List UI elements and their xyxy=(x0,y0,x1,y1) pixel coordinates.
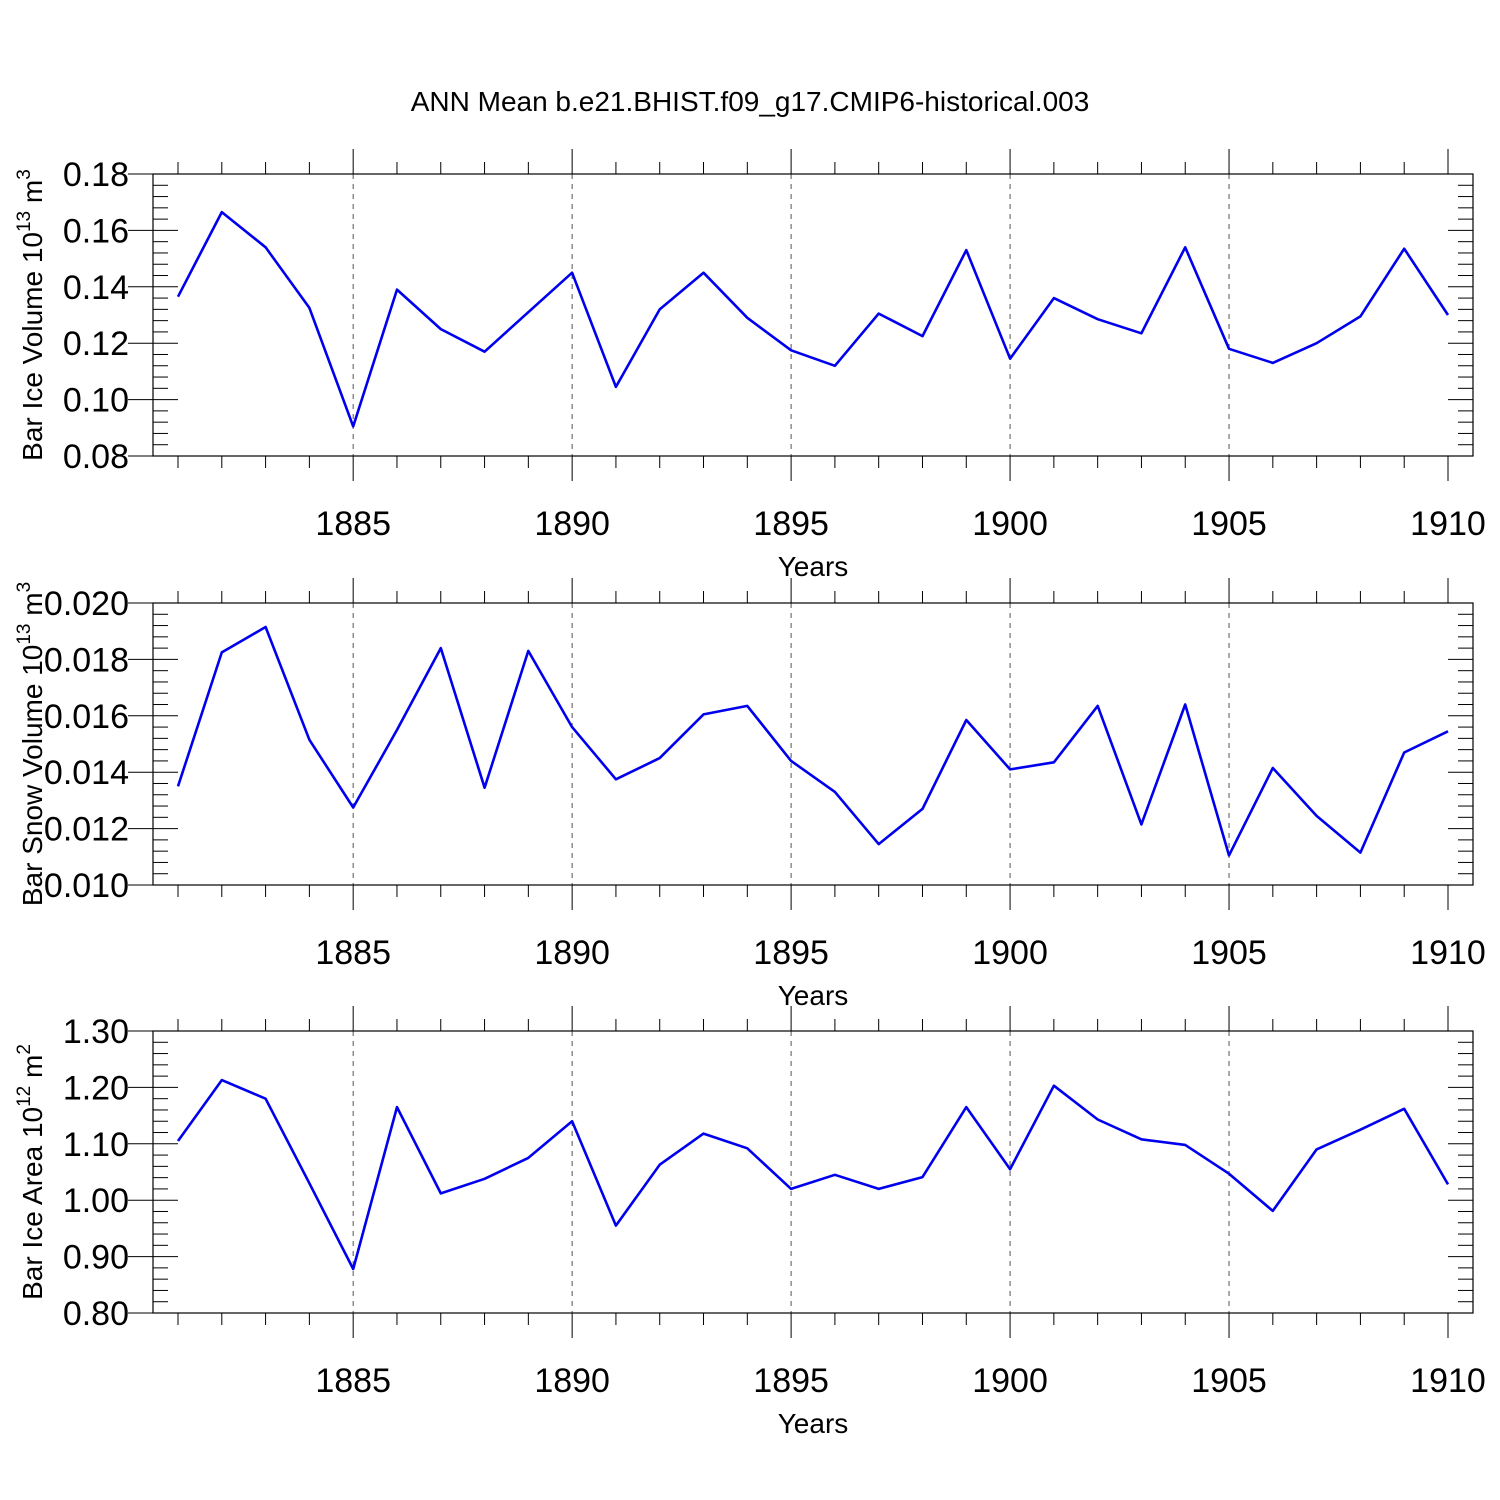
x-tick-label: 1885 xyxy=(315,934,391,972)
x-tick-label: 1895 xyxy=(753,934,829,972)
y-tick-label: 0.018 xyxy=(44,641,129,679)
plot-frame xyxy=(152,173,1474,457)
x-tick-label: 1890 xyxy=(534,934,610,972)
y-tick-label: 0.014 xyxy=(44,754,129,792)
x-tick-label: 1900 xyxy=(972,1362,1048,1400)
y-axis-label: Bar Ice Area 1012 m2 xyxy=(14,1044,48,1300)
x-tick-label: 1910 xyxy=(1410,934,1486,972)
x-tick-label: 1905 xyxy=(1191,1362,1267,1400)
y-tick-label: 0.012 xyxy=(44,811,129,849)
x-tick-label: 1890 xyxy=(534,1362,610,1400)
x-tick-label: 1900 xyxy=(972,505,1048,543)
series-line-bar-ice-volume xyxy=(176,210,1450,428)
y-tick-label: 0.016 xyxy=(44,698,129,736)
x-tick-label: 1885 xyxy=(315,1362,391,1400)
x-tick-label: 1895 xyxy=(753,505,829,543)
plot-frame xyxy=(152,602,1474,886)
y-axis-label: Bar Snow Volume 1013 m3 xyxy=(14,582,48,906)
x-tick-label: 1885 xyxy=(315,505,391,543)
x-tick-label: 1905 xyxy=(1191,505,1267,543)
x-tick-label: 1900 xyxy=(972,934,1048,972)
y-tick-label: 0.010 xyxy=(44,867,129,905)
x-axis-label: Years xyxy=(778,980,849,1011)
panels: 0.08 0.10 0.12 0.14 0.16 0.18 1885 1890 1895 1900… xyxy=(14,149,1486,1439)
y-tick-label: 1.20 xyxy=(63,1069,129,1107)
x-tick-label: 1910 xyxy=(1410,1362,1486,1400)
y-tick-label: 0.14 xyxy=(63,269,129,307)
series-line-bar-snow-volume xyxy=(176,625,1449,857)
chart-panel-3: 0.80 0.90 1.00 1.10 1.20 1.30 1885 1890 1895 1900… xyxy=(14,1006,1486,1439)
y-tick-label: 1.00 xyxy=(63,1182,129,1220)
y-tick-label: 0.90 xyxy=(63,1239,129,1277)
y-tick-label: 0.80 xyxy=(63,1295,129,1333)
y-tick-label: 1.30 xyxy=(63,1013,129,1051)
x-tick-label: 1905 xyxy=(1191,934,1267,972)
figure-title: ANN Mean b.e21.BHIST.f09_g17.CMIP6-histo… xyxy=(411,86,1090,117)
x-tick-label: 1895 xyxy=(753,1362,829,1400)
y-axis-label: Bar Ice Volume 1013 m3 xyxy=(14,169,48,461)
y-tick-label: 0.12 xyxy=(63,325,129,363)
y-tick-label: 0.18 xyxy=(63,156,129,194)
y-tick-label: 0.08 xyxy=(63,438,129,476)
x-tick-label: 1890 xyxy=(534,505,610,543)
y-tick-label: 0.16 xyxy=(63,212,129,250)
y-tick-label: 0.020 xyxy=(44,585,129,623)
plot-frame xyxy=(152,1030,1474,1314)
x-axis-label: Years xyxy=(778,551,849,582)
chart-panel-1: 0.08 0.10 0.12 0.14 0.16 0.18 1885 1890 1895 1900… xyxy=(14,149,1486,582)
chart-panel-2: 0.010 0.012 0.014 0.016 0.018 0.020 1885 1890 18… xyxy=(14,578,1486,1011)
y-tick-label: 1.10 xyxy=(63,1126,129,1164)
series-line-bar-ice-area xyxy=(176,1078,1450,1271)
x-axis-label: Years xyxy=(778,1408,849,1439)
y-tick-label: 0.10 xyxy=(63,382,129,420)
x-tick-label: 1910 xyxy=(1410,505,1486,543)
